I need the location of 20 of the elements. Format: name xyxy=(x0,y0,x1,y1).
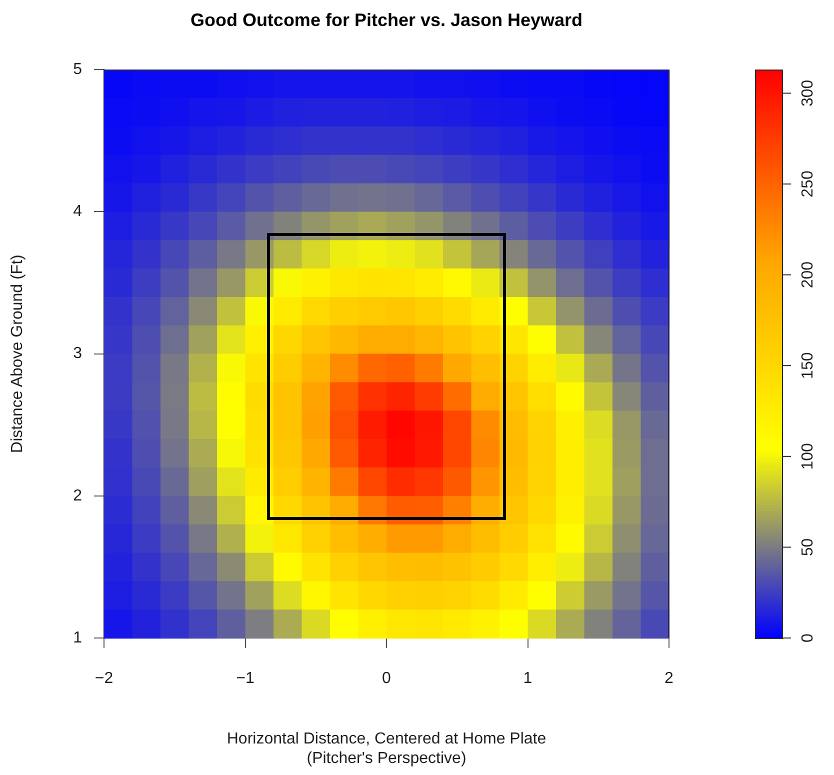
y-axis-title: Distance Above Ground (Ft) xyxy=(9,254,26,453)
x-axis-title: Horizontal Distance, Centered at Home Plate (Pitcher's Perspective) xyxy=(226,730,546,767)
x-tick-label: −1 xyxy=(236,670,254,688)
color-bar-label: 200 xyxy=(799,261,816,288)
color-bar-label: 50 xyxy=(799,538,816,556)
y-tick-label: 4 xyxy=(73,203,82,220)
chart-title: Good Outcome for Pitcher vs. Jason Heyward xyxy=(190,10,583,30)
x-tick-label: −2 xyxy=(94,670,114,688)
color-bar-label: 0 xyxy=(799,633,816,642)
color-bar-label: 250 xyxy=(799,170,816,198)
y-tick-label: 3 xyxy=(73,345,82,362)
x-tick-label: 1 xyxy=(523,670,532,688)
y-tick-label: 1 xyxy=(73,629,82,646)
color-bar-label: 100 xyxy=(799,442,816,470)
color-bar-label: 300 xyxy=(799,80,816,107)
x-tick-label: 0 xyxy=(382,670,392,688)
y-tick-label: 2 xyxy=(73,487,82,504)
color-bar-label: 150 xyxy=(799,352,816,379)
y-tick-label: 5 xyxy=(73,61,82,78)
x-tick-label: 2 xyxy=(664,670,674,688)
